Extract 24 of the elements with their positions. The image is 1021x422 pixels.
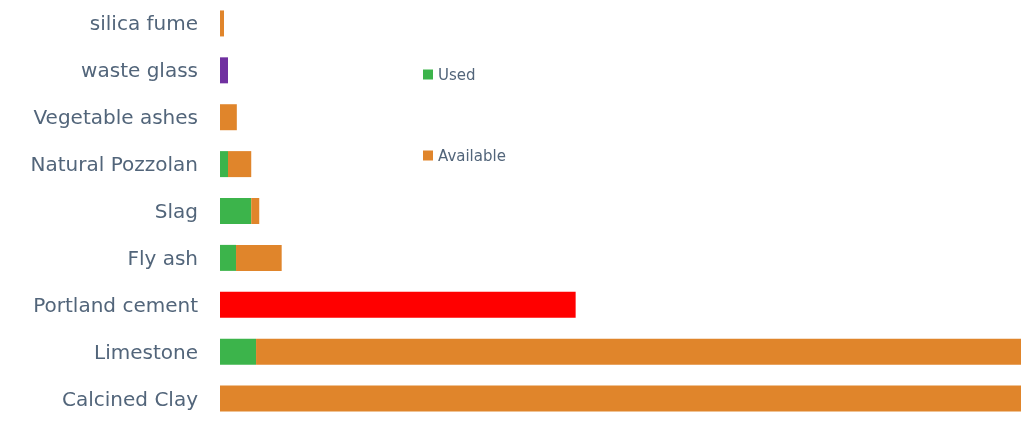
bar — [220, 385, 1021, 412]
bar — [220, 198, 252, 224]
y-tick-label: Portland cement — [33, 292, 199, 317]
bar — [220, 291, 576, 318]
legend-label: Used — [438, 65, 476, 84]
bar — [220, 151, 229, 178]
y-tick-label: silica fume — [89, 11, 198, 36]
legend-label: Available — [438, 146, 506, 165]
bar — [251, 198, 260, 224]
y-tick-label: waste glass — [81, 58, 198, 83]
bar — [220, 57, 229, 84]
y-tick-label: Fly ash — [127, 245, 198, 270]
bar — [220, 104, 237, 131]
y-tick-label: Limestone — [94, 339, 198, 364]
bar — [236, 244, 282, 271]
bar — [256, 338, 1021, 365]
y-tick-label: Calcined Clay — [62, 386, 199, 411]
bar — [228, 151, 252, 178]
y-tick-label: Slag — [154, 199, 198, 223]
bar — [220, 244, 237, 271]
bar — [220, 338, 257, 365]
y-tick-label: Natural Pozzolan — [30, 152, 198, 177]
y-tick-label: Vegetable ashes — [33, 105, 198, 130]
bar — [220, 10, 225, 37]
